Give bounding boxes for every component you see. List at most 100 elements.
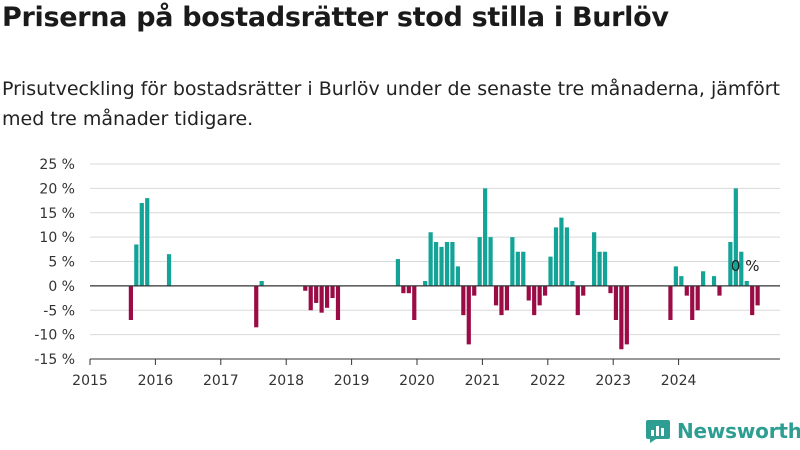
bar [303,285,308,291]
y-tick-label: 15 % [39,206,75,222]
bar [570,281,575,286]
bar [679,276,684,286]
y-tick-label: -5 % [43,303,75,319]
bar [166,254,172,286]
bar [733,188,738,286]
bar [755,285,760,306]
x-tick-label: 2023 [595,373,631,389]
bar [592,232,597,286]
bar [701,271,706,286]
y-tick-label: -15 % [34,352,75,368]
bar [128,285,133,321]
y-tick-label: 10 % [39,230,75,246]
bar [477,237,482,286]
bar [450,242,455,286]
bar [624,285,629,345]
bar [750,285,755,316]
bar [330,285,335,299]
bar [559,217,564,286]
bar [466,285,471,345]
bar [532,285,537,316]
x-axis-labels: 2015 2016 2017 2018 2019 2020 2021 2022 2023 2024 [72,373,696,389]
bar [134,244,139,286]
bar [602,251,608,286]
bar [553,227,559,286]
bar-chart: 25 % 20 % 15 % 10 % 5 % 0 % -5 % -10 % -15 % 201… [34,157,780,389]
bar [488,237,493,286]
bar [483,188,488,286]
x-tick-label: 2016 [138,373,174,389]
x-axis [89,285,780,365]
bar [739,251,744,286]
bar [668,285,673,321]
y-axis-labels: 25 % 20 % 15 % 10 % 5 % 0 % -5 % -10 % -15 % [34,157,75,368]
bar [259,281,264,286]
bar [412,285,417,321]
bar [439,246,444,286]
bar [428,232,433,286]
y-tick-label: 20 % [39,181,75,197]
bar [444,242,450,286]
bar [455,266,460,286]
bar [423,281,428,286]
bar [406,285,411,294]
bar [619,285,624,350]
bar [744,281,749,286]
bar [472,285,477,296]
bar [717,285,722,296]
x-tick-label: 2021 [465,373,501,389]
bar [395,259,401,286]
bar [515,251,520,286]
bar [581,285,586,296]
bar [684,285,689,296]
bar [139,203,144,286]
bar [711,276,717,286]
bar [537,285,542,306]
bar [314,285,319,303]
bar [542,285,548,296]
bar [254,285,259,328]
annotations: 0 % [731,257,760,275]
x-tick-label: 2022 [530,373,566,389]
bar [597,251,602,286]
bar [526,285,531,301]
x-tick-label: 2024 [661,373,697,389]
x-tick-label: 2020 [399,373,435,389]
newsworthy-logo: Newsworthy [645,418,800,444]
bar [510,237,515,286]
bar [673,266,678,286]
bar [319,285,324,313]
y-tick-label: 25 % [39,157,75,173]
chart-title: Priserna på bostadsrätter stod stilla i … [2,2,669,33]
bar [690,285,695,321]
bar [695,285,700,311]
bar [521,251,526,286]
chart-subtitle: Prisutveckling för bostadsrätter i Burlö… [2,78,781,130]
bar [461,285,466,316]
bar [499,285,504,316]
x-tick-label: 2017 [203,373,239,389]
bar [401,285,406,294]
bar [433,242,439,286]
y-tick-label: -10 % [34,328,75,344]
bar [308,285,313,311]
y-tick-label: 0 % [48,279,75,295]
x-tick-label: 2019 [334,373,370,389]
latest-value-label: 0 % [731,257,760,275]
x-tick-label: 2018 [268,373,304,389]
newsworthy-logo-icon [646,420,670,443]
bar [548,256,553,286]
bars [128,188,760,350]
bar [335,285,341,321]
bar [613,285,619,321]
bar [493,285,499,306]
bar [575,285,580,316]
bar [504,285,510,311]
bar [728,242,733,286]
bar [324,285,330,308]
bar [564,227,569,286]
y-tick-label: 5 % [48,255,75,271]
x-tick-label: 2015 [72,373,108,389]
bar [145,198,150,286]
bar [608,285,613,294]
